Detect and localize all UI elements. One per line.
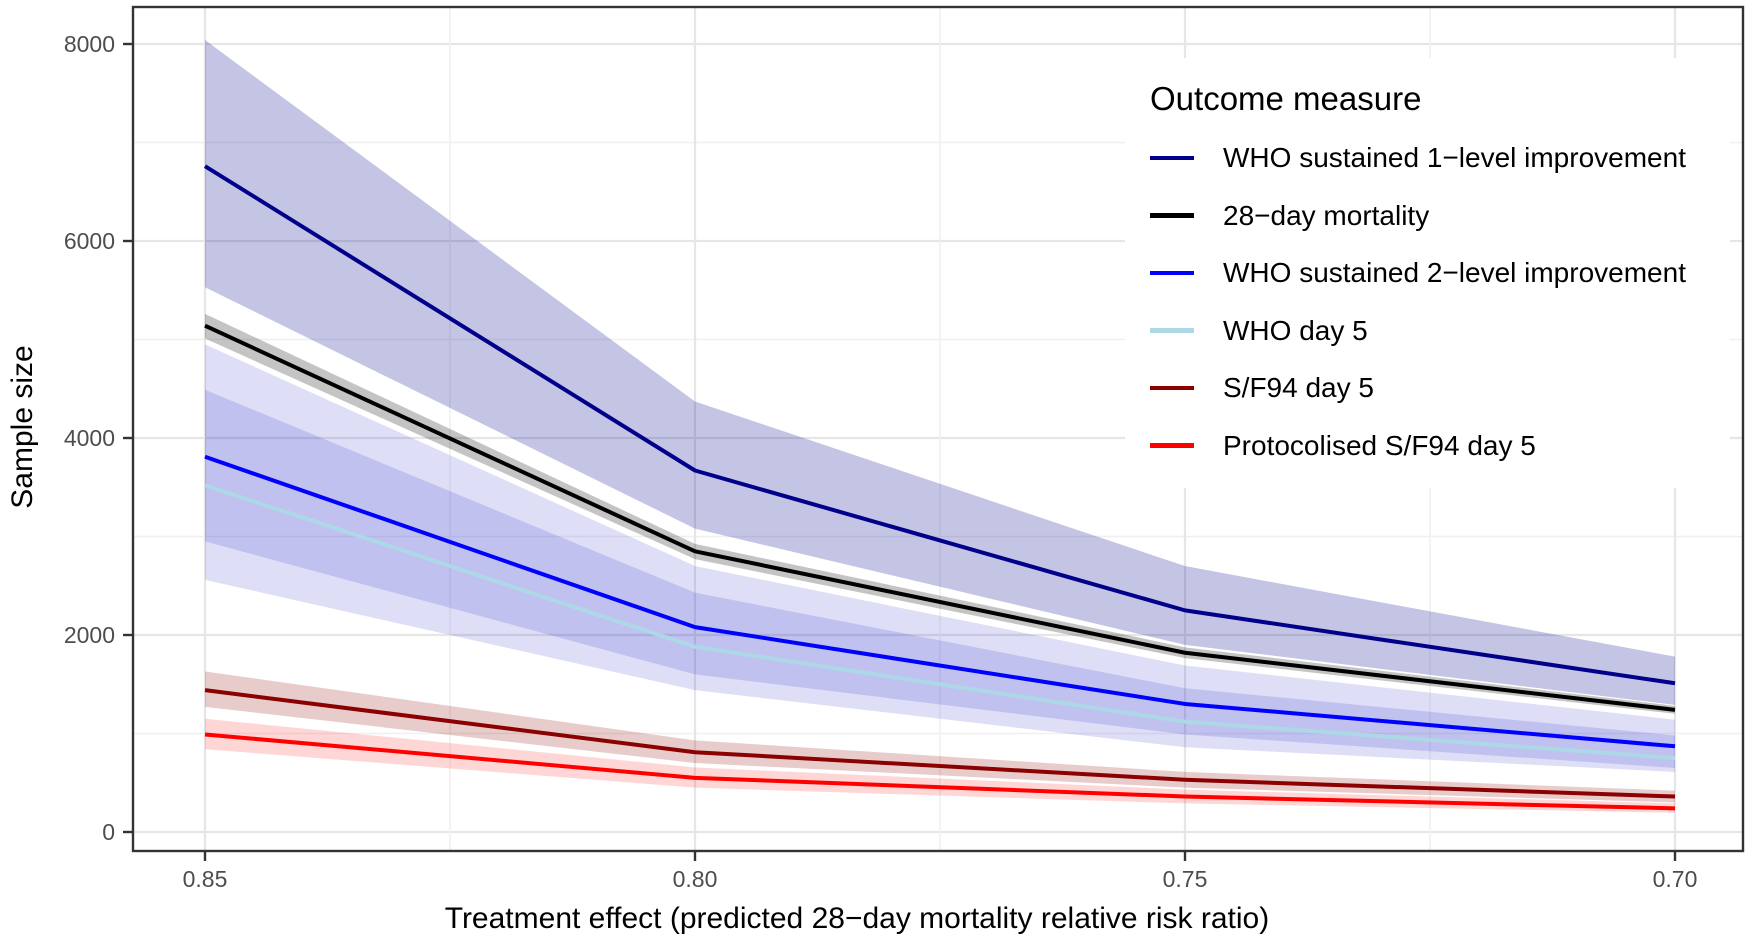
confidence-ribbon-4	[205, 671, 1675, 803]
legend-item-0: WHO sustained 1−level improvement	[1125, 140, 1686, 176]
legend-key-line	[1150, 213, 1194, 218]
legend-key-line	[1150, 328, 1194, 333]
series-line-5	[204, 732, 1676, 811]
x-tick-label: 0.80	[673, 866, 718, 892]
legend-item-3: WHO day 5	[1125, 313, 1368, 349]
y-tick-label: 4000	[64, 425, 115, 451]
series-line-3	[204, 483, 1676, 761]
panel-border	[131, 5, 1745, 853]
x-axis-title: Treatment effect (predicted 28−day morta…	[0, 902, 1750, 936]
x-tick-label: 0.85	[183, 866, 228, 892]
legend-item-4: S/F94 day 5	[1125, 370, 1374, 406]
y-tick-label: 0	[102, 819, 115, 845]
legend-item-label: Protocolised S/F94 day 5	[1223, 429, 1536, 461]
legend-item-label: WHO day 5	[1223, 314, 1368, 346]
series-line-2	[204, 454, 1676, 749]
legend-item-label: S/F94 day 5	[1223, 372, 1374, 403]
series-line-1	[204, 323, 1676, 712]
legend-item-1: 28−day mortality	[1125, 198, 1429, 234]
legend-item-label: 28−day mortality	[1223, 199, 1430, 231]
legend: Outcome measure WHO sustained 1−level im…	[1125, 58, 1730, 488]
legend-key-line	[1150, 155, 1194, 161]
legend-item-label: WHO sustained 2−level improvement	[1223, 257, 1686, 288]
y-tick-label: 2000	[64, 622, 115, 648]
y-axis-title: Sample size	[6, 345, 39, 509]
legend-key-line	[1150, 270, 1194, 276]
series-line-0	[203, 164, 1676, 686]
y-tick-label: 6000	[64, 228, 115, 254]
legend-key-line	[1150, 443, 1194, 448]
series-line-4	[204, 688, 1676, 799]
legend-item-5: Protocolised S/F94 day 5	[1125, 428, 1536, 464]
legend-item-label: WHO sustained 1−level improvement	[1223, 142, 1686, 173]
legend-item-2: WHO sustained 2−level improvement	[1125, 255, 1686, 291]
legend-title: Outcome measure	[1150, 80, 1422, 117]
x-tick-label: 0.70	[1653, 866, 1698, 892]
x-tick-label: 0.75	[1163, 866, 1208, 892]
y-tick-label: 8000	[64, 31, 115, 57]
legend-key-line	[1150, 385, 1194, 391]
confidence-ribbon-0	[205, 40, 1675, 705]
x-axis-title-text: Treatment effect (predicted 28−day morta…	[444, 902, 1270, 935]
